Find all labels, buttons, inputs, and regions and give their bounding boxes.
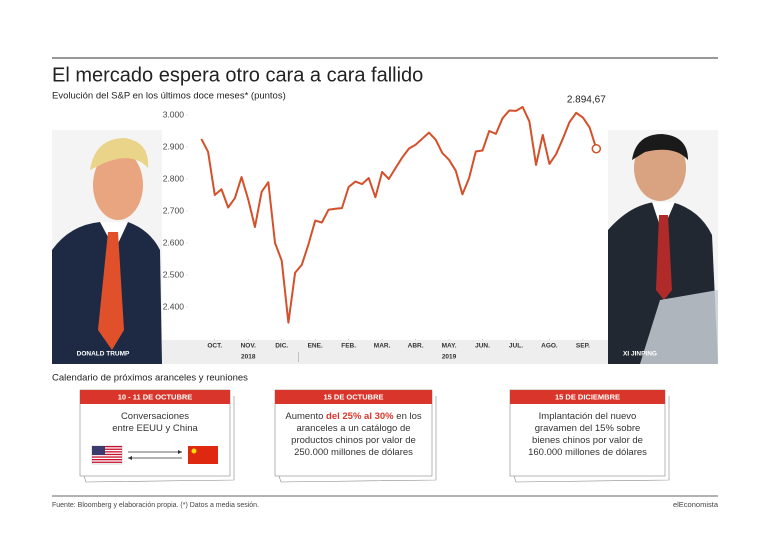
- x-group-label: 2019: [442, 354, 457, 361]
- right-photo: [608, 130, 718, 364]
- x-tick-label: OCT.: [207, 343, 222, 350]
- card-line: gravamen del 15% sobre: [535, 423, 641, 434]
- calendar-title: Calendario de próximos aranceles y reuni…: [52, 373, 248, 384]
- us-stripe: [92, 461, 122, 463]
- card-line: Aumento del 25% al 30% en los: [285, 411, 422, 422]
- calendar-card: 15 DE OCTUBRE Aumento del 25% al 30% en l…: [274, 389, 437, 483]
- y-tick-label: 3.000: [163, 109, 185, 119]
- card: [274, 389, 433, 477]
- us-stripe: [92, 456, 122, 458]
- card-text: aranceles a un catálogo de: [296, 423, 410, 434]
- y-tick-label: 2.500: [163, 269, 185, 279]
- card-text: Conversaciones: [121, 411, 189, 422]
- card-pages: [278, 396, 437, 483]
- card-line: Conversaciones: [121, 411, 189, 422]
- card-text: 160.000 millones de dólares: [528, 447, 647, 458]
- chart-subtitle: Evolución del S&P en los últimos doce me…: [52, 91, 286, 102]
- flags: [91, 445, 218, 465]
- card-text: entre EEUU y China: [112, 423, 198, 434]
- card-line: productos chinos por valor de: [291, 435, 416, 446]
- last-point: [591, 143, 602, 154]
- y-tick-label: 2.400: [163, 301, 185, 311]
- photo-caption: DONALD TRUMP: [77, 351, 130, 358]
- us-stripe: [92, 459, 122, 461]
- x-tick-label: MAY.: [442, 343, 457, 350]
- y-tick-label: 2.700: [163, 205, 185, 215]
- card-text: Implantación del nuevo: [539, 411, 637, 422]
- card-text: bienes chinos por valor de: [532, 435, 643, 446]
- card-line: 250.000 millones de dólares: [294, 447, 413, 458]
- card-text: del 25% al 30%: [326, 411, 394, 422]
- us-stripe: [92, 448, 122, 450]
- series-line: [200, 106, 598, 324]
- x-tick-label: AGO.: [541, 343, 558, 350]
- card-line: 160.000 millones de dólares: [528, 447, 647, 458]
- x-tick-label: MAR.: [374, 343, 391, 350]
- us-stripe: [92, 453, 122, 456]
- card-pages: [83, 396, 235, 483]
- card-text: Aumento: [285, 411, 326, 422]
- y-tick-label: 2.900: [163, 141, 185, 151]
- x-tick-label: JUN.: [475, 343, 490, 350]
- y-tick-label: 2.600: [163, 237, 185, 247]
- arrow-head: [128, 456, 132, 460]
- photo-caption: XI JINPING: [623, 351, 657, 358]
- us-stripe: [92, 446, 122, 448]
- x-tick-label: JUL.: [509, 343, 523, 350]
- card-line: aranceles a un catálogo de: [296, 423, 410, 434]
- cn-star: [191, 448, 197, 454]
- card-header: [80, 390, 230, 404]
- calendar-card: 15 DE DICIEMBRE Implantación del nuevogra…: [509, 389, 670, 483]
- card-date: 15 DE DICIEMBRE: [555, 392, 620, 401]
- x-group-label: 2018: [241, 354, 256, 361]
- card-line: entre EEUU y China: [112, 423, 198, 434]
- card-line: bienes chinos por valor de: [532, 435, 643, 446]
- card-text: en los: [394, 411, 422, 422]
- card-header: [275, 390, 432, 404]
- last-value-label: 2.894,67: [567, 95, 606, 106]
- x-tick-label: ENE.: [308, 343, 323, 350]
- axis-band: [52, 340, 718, 364]
- y-tick-label: 2.800: [163, 173, 185, 183]
- card-header: [510, 390, 665, 404]
- card-text: productos chinos por valor de: [291, 435, 416, 446]
- card-date: 15 DE OCTUBRE: [323, 392, 383, 401]
- left-photo: [52, 130, 162, 364]
- us-canton: [92, 446, 105, 455]
- x-tick-label: NOV.: [241, 343, 256, 350]
- x-tick-label: SEP.: [576, 343, 590, 350]
- card-date: 10 - 11 DE OCTUBRE: [118, 392, 193, 401]
- chart-title: El mercado espera otro cara a cara falli…: [52, 64, 423, 86]
- source: Fuente: Bloomberg y elaboración propia. …: [52, 502, 259, 509]
- x-tick-label: DIC.: [275, 343, 288, 350]
- cn-flag: [188, 446, 218, 464]
- brand: elEconomista: [673, 500, 719, 509]
- card-text: gravamen del 15% sobre: [535, 423, 641, 434]
- card-line: Implantación del nuevo: [539, 411, 637, 422]
- x-tick-label: ABR.: [408, 343, 424, 350]
- arrow-head: [178, 450, 182, 454]
- us-stripe: [92, 451, 122, 453]
- card-text: 250.000 millones de dólares: [294, 447, 413, 458]
- x-tick-label: FEB.: [341, 343, 356, 350]
- card-pages: [513, 396, 670, 483]
- card: [509, 389, 666, 477]
